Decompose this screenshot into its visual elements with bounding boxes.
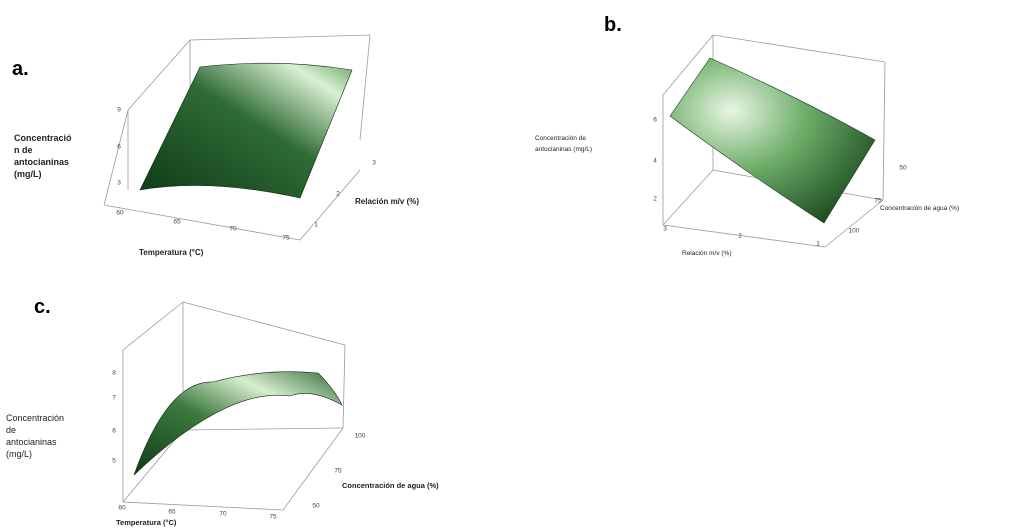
box-edge (103, 109, 129, 206)
panel-a-plot (103, 34, 371, 241)
panel-a-zlabel: Concentració n de antocianinas (mg/L) (14, 133, 72, 179)
box-edge (127, 39, 191, 111)
panel-a-ztick: 6 (117, 143, 121, 151)
panel-c-xtick: 75 (269, 513, 277, 521)
panel-a-label: a. (12, 58, 29, 80)
panel-c-ytick: 75 (334, 467, 342, 475)
box-edge (662, 224, 826, 248)
panel-c-ztick: 8 (112, 369, 116, 377)
box-edge (712, 34, 886, 63)
panel-a-ztick: 9 (117, 106, 121, 114)
panel-a-xtick: 60 (116, 209, 124, 217)
panel-a-ylabel: Relación m/v (%) (355, 197, 420, 206)
box-edge (189, 34, 371, 41)
panel-b: b. Concentración de antocianinas (mg/L) … (500, 0, 1010, 270)
panel-a-surface (139, 62, 353, 199)
box-edge (359, 34, 371, 141)
box-edge (122, 501, 284, 511)
box-edge (342, 344, 346, 429)
panel-c-xtick: 70 (219, 510, 227, 518)
panel-c-xlabel: Temperatura (°C) (116, 518, 177, 527)
panel-c-xtick: 65 (168, 508, 176, 516)
panel-c-xtick: 60 (118, 504, 126, 512)
panel-b-xtick: 3 (663, 225, 667, 233)
panel-c-box (122, 301, 346, 511)
box-edge (122, 301, 184, 351)
panel-b-ylabel: Concentración de agua (%) (880, 205, 960, 212)
panel-b-plot (662, 34, 886, 248)
box-edge (824, 199, 884, 248)
panel-b-ytick: 50 (899, 164, 907, 172)
panel-b-xtick: 1 (816, 240, 820, 248)
panel-c-plot (122, 301, 346, 511)
panel-b-ztick: 4 (653, 157, 657, 165)
panel-b-ztick: 2 (653, 195, 657, 203)
panel-c-zlabel: Concentración de antocianinas (mg/L) (6, 413, 65, 459)
panel-a-ztick: 3 (117, 179, 121, 187)
panel-c-surface (133, 371, 343, 476)
panel-a-xtick: 65 (173, 218, 181, 226)
panel-a-ytick: 1 (314, 221, 318, 229)
panel-b-label: b. (604, 14, 622, 36)
panel-c-label: c. (34, 296, 51, 318)
panel-b-ytick: 100 (848, 227, 860, 235)
panel-c-ylabel: Concentración de agua (%) (342, 481, 439, 490)
panel-a-xtick: 70 (229, 225, 237, 233)
panel-a-ytick: 2 (336, 190, 340, 198)
panel-c-ytick: 50 (312, 502, 320, 510)
box-edge (282, 427, 344, 511)
panel-c-ytick: 100 (354, 432, 366, 440)
panel-b-surface (669, 57, 876, 224)
box-edge (299, 169, 361, 241)
panel-c: c. Concentración de antocianinas (mg/L) … (0, 270, 520, 529)
box-edge (662, 169, 714, 226)
box-edge (103, 204, 301, 241)
panel-a-xtick: 75 (282, 234, 290, 242)
panel-a-xlabel: Temperatura (°C) (139, 248, 204, 257)
panel-c-ztick: 7 (112, 394, 116, 402)
box-edge (662, 34, 714, 96)
panel-a-box (103, 34, 371, 241)
panel-b-xlabel: Relación m/v (%) (682, 250, 732, 257)
box-edge (882, 61, 886, 201)
panel-b-ytick: 75 (874, 197, 882, 205)
panel-b-ztick: 6 (653, 116, 657, 124)
panel-a: a. Concentració n de antocianinas (mg/L)… (0, 0, 460, 270)
panel-b-xtick: 2 (738, 232, 742, 240)
panel-a-ytick: 3 (372, 159, 376, 167)
panel-c-ztick: 6 (112, 427, 116, 435)
panel-c-ztick: 5 (112, 457, 116, 465)
box-edge (122, 429, 184, 503)
panel-b-zlabel: Concentración de antocianinas (mg/L) (535, 135, 593, 153)
box-edge (182, 427, 344, 431)
box-edge (182, 301, 346, 346)
